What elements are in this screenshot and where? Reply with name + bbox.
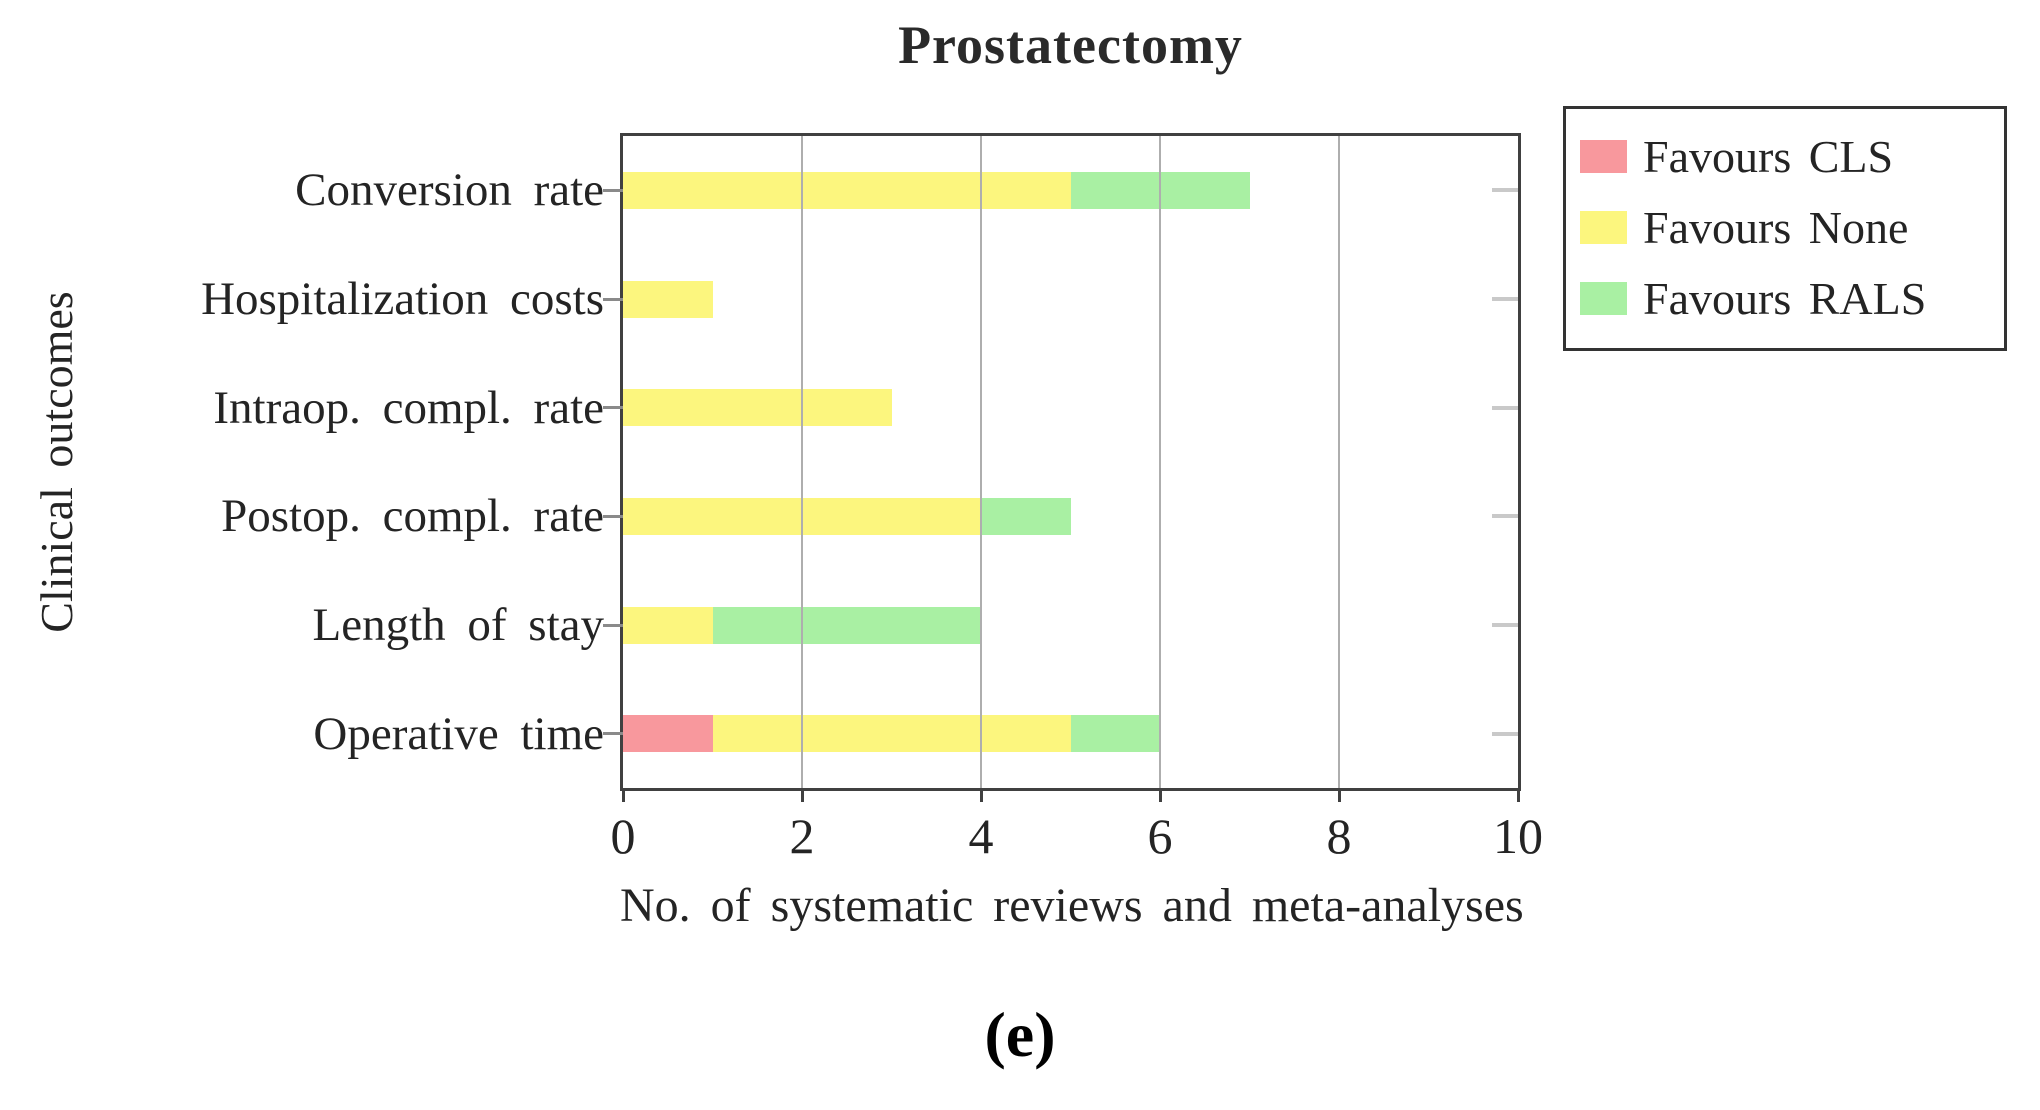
bar-segment xyxy=(1070,715,1160,753)
legend-label: Favours CLS xyxy=(1643,131,1894,182)
category-label: Intraop. compl. rate xyxy=(213,381,604,434)
x-axis-tick xyxy=(1337,791,1341,802)
bar-segment xyxy=(623,389,892,427)
right-axis-tick xyxy=(1492,731,1518,736)
legend-item: Favours CLS xyxy=(1580,121,1990,192)
bar-segment xyxy=(981,497,1071,535)
left-axis-tick xyxy=(603,623,623,627)
bar-segment xyxy=(712,715,1071,753)
left-axis-tick xyxy=(603,732,623,736)
right-axis-tick xyxy=(1492,405,1518,410)
bar-segment xyxy=(623,280,713,318)
x-axis-tick xyxy=(800,791,804,802)
category-label: Postop. compl. rate xyxy=(221,490,604,543)
legend-item: Favours None xyxy=(1580,192,1990,263)
legend-label: Favours RALS xyxy=(1643,273,1927,324)
x-axis-tick xyxy=(979,791,983,802)
gridline xyxy=(801,136,803,788)
figure-caption: (e) xyxy=(984,999,1056,1070)
legend-item: Favours RALS xyxy=(1580,263,1990,334)
x-tick-label: 6 xyxy=(1147,808,1173,864)
left-axis-tick xyxy=(603,514,623,518)
legend-swatch xyxy=(1580,140,1627,173)
left-axis-tick xyxy=(603,188,623,192)
right-axis-tick xyxy=(1492,188,1518,193)
right-axis-tick xyxy=(1492,514,1518,519)
x-axis-tick xyxy=(621,791,625,802)
gridline xyxy=(980,136,982,788)
legend-swatch xyxy=(1580,282,1627,315)
left-axis-tick xyxy=(603,297,623,301)
x-tick-label: 4 xyxy=(968,808,994,864)
x-axis-tick xyxy=(1158,791,1162,802)
x-axis-tick xyxy=(1516,791,1520,802)
left-axis-tick xyxy=(603,406,623,410)
bar-segment xyxy=(623,171,1071,209)
plot-area xyxy=(620,133,1521,791)
x-tick-label: 10 xyxy=(1493,808,1543,864)
category-label: Conversion rate xyxy=(295,164,604,217)
bar-segment xyxy=(712,606,981,644)
bar-segment xyxy=(623,606,713,644)
x-tick-label: 2 xyxy=(789,808,815,864)
category-label: Hospitalization costs xyxy=(201,273,604,325)
x-tick-label: 8 xyxy=(1326,808,1352,864)
legend-swatch xyxy=(1580,211,1627,244)
x-axis-title: No. of systematic reviews and meta-analy… xyxy=(620,879,1524,932)
right-axis-tick xyxy=(1492,623,1518,627)
gridline xyxy=(1159,136,1161,788)
bar-segment xyxy=(623,715,713,753)
category-label: Length of stay xyxy=(312,599,605,651)
chart-title: Prostatectomy xyxy=(898,15,1243,75)
x-tick-label: 0 xyxy=(610,808,636,864)
legend: Favours CLS Favours None Favours RALS xyxy=(1563,106,2007,351)
gridline xyxy=(1338,136,1340,788)
right-axis-tick xyxy=(1492,297,1518,301)
legend-label: Favours None xyxy=(1643,202,1909,253)
category-label: Operative time xyxy=(313,707,604,760)
